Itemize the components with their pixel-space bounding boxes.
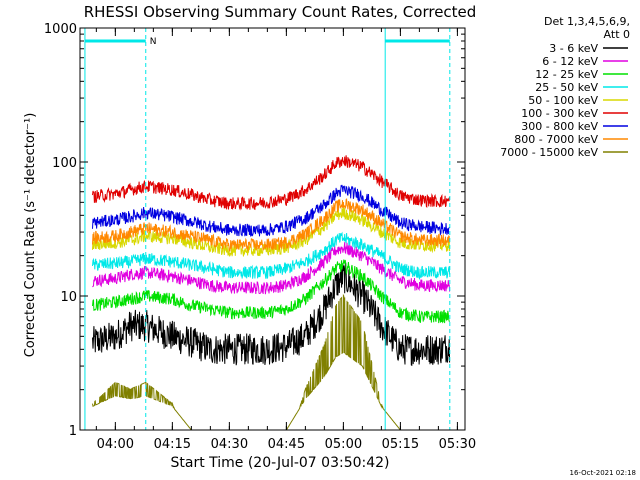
series-line-4 — [92, 231, 451, 281]
x-tick-label-5: 05:00 — [325, 437, 362, 452]
series-line-5 — [92, 206, 451, 257]
legend-label-8: 800 - 7000 keV — [514, 133, 598, 146]
y-tick-label-1: 1 — [69, 424, 77, 439]
series-line-1 — [92, 262, 451, 367]
series-line-7 — [92, 184, 451, 237]
legend-label-3: 12 - 25 keV — [535, 68, 598, 81]
plot-area: N — [84, 28, 451, 431]
legend-label-6: 100 - 300 keV — [521, 107, 598, 120]
x-axis-label: Start Time (20-Jul-07 03:50:42) — [170, 455, 389, 471]
y-tick-label-2: 10 — [60, 290, 77, 305]
legend-label-4: 25 - 50 keV — [535, 81, 598, 94]
legend-label-9: 7000 - 15000 keV — [500, 146, 598, 159]
axes: 04:00 04:15 04:30 04:45 05:00 05:15 05:30 1 10 10… — [44, 22, 476, 452]
legend-header-line-1: Det 1,3,4,5,6,9, — [544, 15, 630, 28]
x-tick-label-3: 04:30 — [211, 437, 248, 452]
series-line-8 — [92, 198, 451, 252]
legend-label-7: 300 - 800 keV — [521, 120, 598, 133]
x-tick-label-1: 04:00 — [97, 437, 134, 452]
x-tick-label-4: 04:45 — [268, 437, 305, 452]
series-line-6 — [92, 155, 451, 211]
x-tick-label-7: 05:30 — [439, 437, 476, 452]
y-axis-label: Corrected Count Rate (s⁻¹ detector⁻¹) — [23, 113, 38, 358]
plot-frame — [79, 27, 466, 431]
flag-label: N — [150, 37, 157, 47]
y-tick-label-4: 1000 — [44, 22, 77, 37]
legend-label-1: 3 - 6 keV — [549, 42, 598, 55]
series-line-3 — [92, 259, 450, 324]
series-line-2 — [92, 242, 451, 295]
chart-title: RHESSI Observing Summary Count Rates, Co… — [84, 3, 477, 21]
legend-label-5: 50 - 100 keV — [528, 94, 598, 107]
x-tick-label-2: 04:15 — [154, 437, 191, 452]
legend-header-line-2: Att 0 — [604, 28, 630, 41]
y-tick-label-3: 100 — [52, 156, 77, 171]
legend-label-2: 6 - 12 keV — [542, 55, 598, 68]
x-tick-label-6: 05:15 — [382, 437, 419, 452]
timestamp: 16-Oct-2021 02:18 — [570, 469, 636, 477]
